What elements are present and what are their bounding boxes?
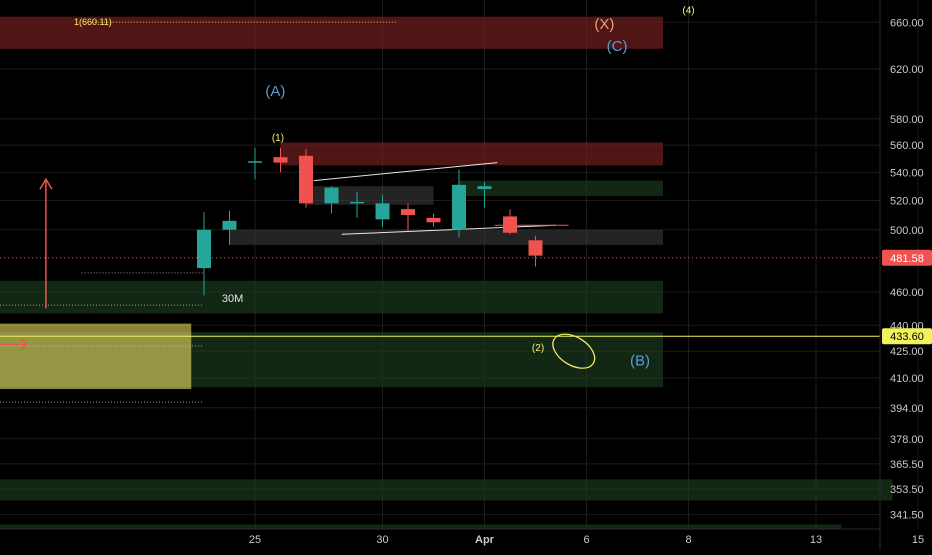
- wave-label: (2): [532, 343, 544, 354]
- grid-layer: [0, 0, 919, 529]
- candle-body-up: [477, 186, 492, 190]
- candle-body-up: [222, 220, 237, 230]
- timeframe-label: 30M: [222, 293, 243, 305]
- candle-body-up: [375, 203, 390, 220]
- price-tick-label: 460.00: [890, 287, 924, 299]
- time-tick-label: Apr: [475, 534, 495, 546]
- candle-body-up: [350, 201, 364, 204]
- wave-label: (4): [682, 5, 694, 16]
- wedge-lower-trendline: [341, 224, 556, 235]
- price-tick-label: 660.00: [890, 17, 924, 29]
- target-arrow-head: [39, 177, 53, 190]
- wave-label: (A): [265, 83, 285, 100]
- candle-body-up: [248, 161, 262, 163]
- price-tick-label: 580.00: [890, 114, 924, 126]
- price-tick-label: 341.50: [890, 510, 924, 522]
- support-zone: [0, 280, 663, 314]
- time-tick-label: 13: [810, 534, 822, 546]
- price-tick-label: 410.00: [890, 373, 924, 385]
- price-tick-label: 365.50: [890, 459, 924, 471]
- time-tick-label: 8: [685, 534, 691, 546]
- candle-body-down: [528, 240, 543, 256]
- level-price-value: 433.60: [890, 331, 924, 343]
- range-zone: [229, 229, 663, 245]
- wave-label: (B): [630, 352, 650, 369]
- candle-body-up: [324, 187, 339, 204]
- wedge-upper-trendline: [313, 162, 498, 182]
- candle-body-up: [197, 229, 211, 269]
- wave-label: (X): [594, 16, 614, 33]
- price-tick-label: 500.00: [890, 225, 924, 237]
- candle-body-down: [299, 155, 313, 204]
- time-tick-label: 30: [376, 534, 388, 546]
- time-tick-label: 25: [249, 534, 261, 546]
- resistance-zone: [280, 142, 663, 166]
- time-tick-label: 15: [912, 534, 924, 546]
- time-axis[interactable]: 2530Apr68131520: [0, 528, 932, 546]
- candle-body-up: [452, 184, 466, 230]
- price-tick-label: 378.00: [890, 434, 924, 446]
- labels-layer: (A) (X) (C) (B) (4) (1) (2) 1(660.11) 30M: [74, 5, 695, 369]
- wave-label: (C): [607, 38, 628, 55]
- candle-body-down: [273, 157, 288, 163]
- price-tick-label: 540.00: [890, 167, 924, 179]
- candle-body-down: [426, 217, 441, 223]
- fib-level-label: 1(660.11): [74, 17, 112, 27]
- highlight-zone: [0, 323, 192, 390]
- support-zone: [0, 479, 893, 501]
- highlight-ellipse: [552, 333, 596, 369]
- price-axis[interactable]: 660.00 620.00 580.00 560.00 540.00 520.00 500.…: [879, 0, 932, 550]
- candles-layer: [197, 147, 543, 296]
- current-price-value: 481.58: [890, 253, 924, 265]
- wave-label: (1): [272, 133, 284, 144]
- price-tick-label: 353.50: [890, 484, 924, 496]
- zones-layer: [0, 16, 893, 529]
- support-zone: [459, 180, 663, 197]
- support-zone: [0, 524, 842, 529]
- current-price-badge: [882, 249, 932, 266]
- price-tick-label: 520.00: [890, 195, 924, 207]
- price-tick-label: 620.00: [890, 64, 924, 76]
- price-tick-label: 560.00: [890, 140, 924, 152]
- candle-body-down: [503, 216, 517, 233]
- level-price-badge: [882, 328, 932, 345]
- price-tick-label: 425.00: [890, 346, 924, 358]
- time-tick-label: 6: [583, 534, 589, 546]
- candle-body-down: [401, 209, 415, 215]
- price-tick-label: 394.00: [890, 403, 924, 415]
